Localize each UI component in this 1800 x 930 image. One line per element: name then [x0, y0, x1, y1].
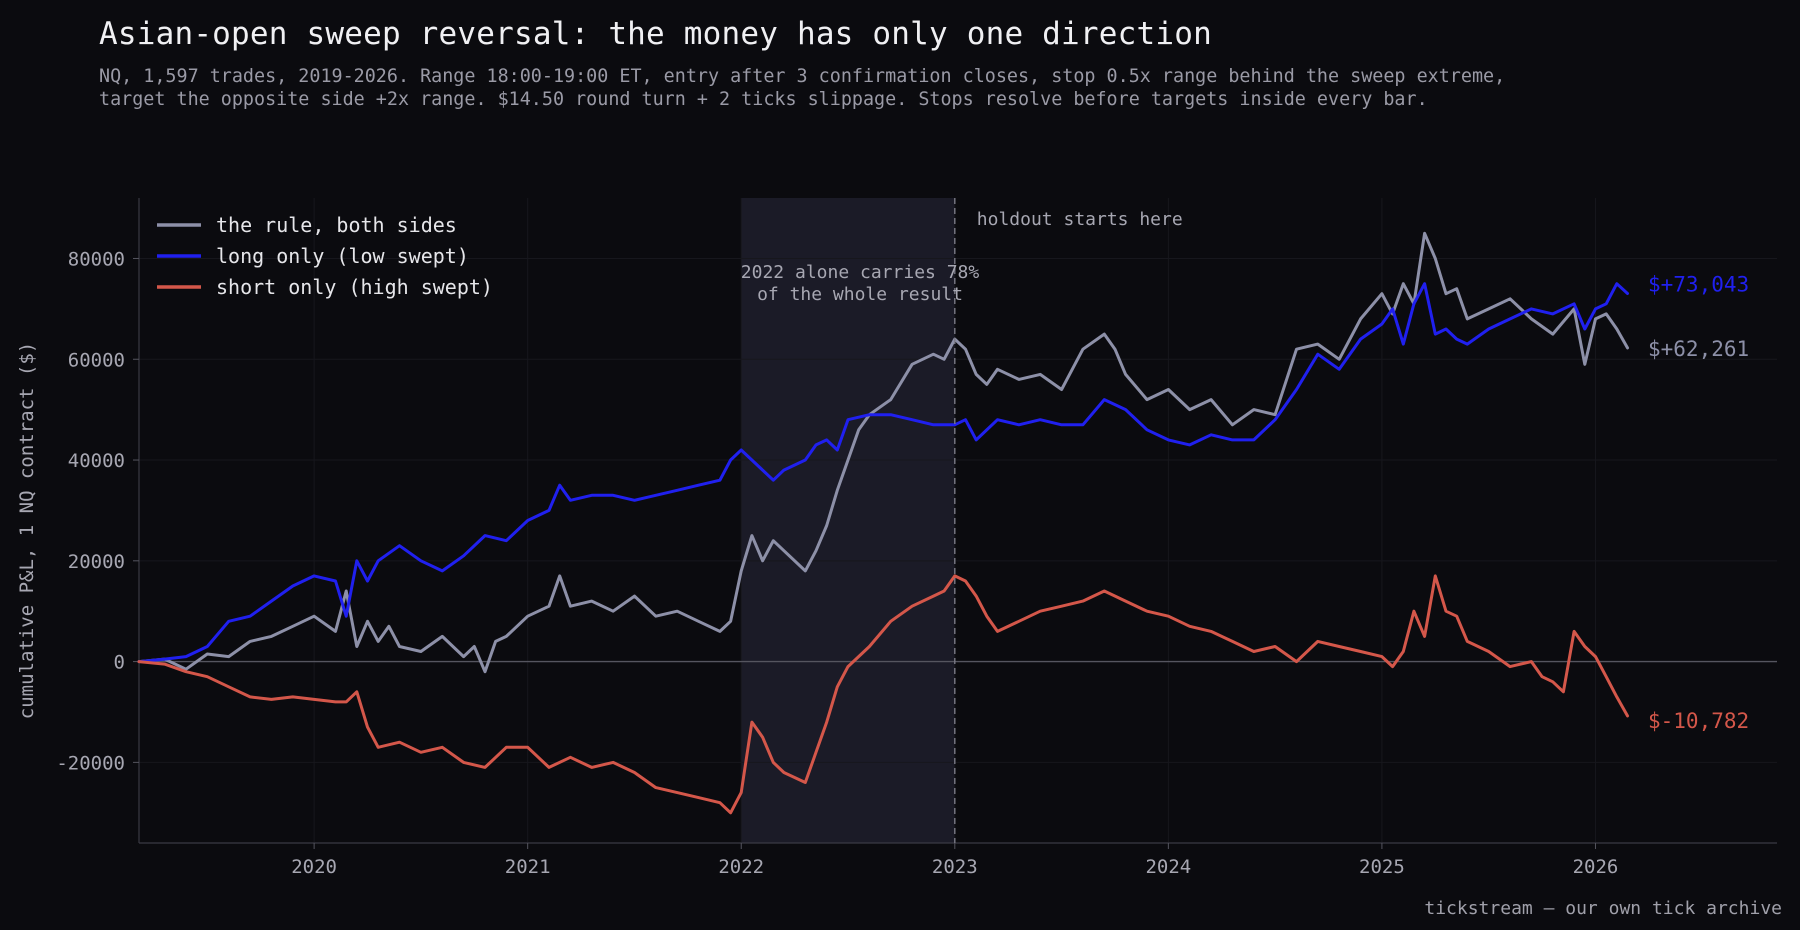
series-layer	[137, 231, 1629, 815]
x-tick-label-2025: 2025	[1359, 856, 1405, 878]
legend-label-3: short only (high swept)	[216, 275, 493, 299]
series-line-3	[137, 574, 1629, 815]
x-tick-label-2026: 2026	[1573, 856, 1619, 878]
x-tick-label-2021: 2021	[505, 856, 551, 878]
subtitle-line-2: target the opposite side +2x range. $14.…	[99, 89, 1428, 110]
y-tick-label-0: 0	[114, 652, 125, 674]
chart-title: Asian-open sweep reversal: the money has…	[99, 16, 1212, 52]
chart-subtitle: NQ, 1,597 trades, 2019-2026. Range 18:00…	[99, 65, 1505, 111]
x-tick-label-2020: 2020	[291, 856, 337, 878]
series-end-label-1: $+62,261	[1648, 337, 1749, 361]
legend: the rule, both sides long only (low swept…	[157, 213, 493, 299]
x-tick-label-2023: 2023	[932, 856, 978, 878]
series-line-2	[137, 282, 1629, 664]
annotation-layer: $+62,261 $+73,043 $-10,782 holdout starts h…	[741, 198, 1749, 843]
region-annotation-line-1: 2022 alone carries 78%	[741, 262, 980, 283]
shaded-region-layer	[741, 198, 955, 843]
legend-label-2: long only (low swept)	[216, 244, 469, 268]
y-tick-label-20000: 20000	[68, 551, 125, 573]
legend-label-1: the rule, both sides	[216, 213, 457, 237]
region-annotation-line-2: of the whole result	[757, 284, 963, 305]
series-end-label-2: $+73,043	[1648, 273, 1749, 297]
y-tick-label--20000: -20000	[56, 752, 125, 774]
holdout-label: holdout starts here	[977, 209, 1183, 230]
y-axis-label: cumulative P&L, 1 NQ contract ($)	[16, 342, 38, 720]
subtitle-line-1: NQ, 1,597 trades, 2019-2026. Range 18:00…	[99, 66, 1506, 87]
shaded-region-2022	[741, 198, 955, 843]
x-tick-label-2024: 2024	[1145, 856, 1191, 878]
axis-layer: 2020 2021 2022 2023 2024 2025 2026 -20000 0 20000…	[16, 198, 1777, 878]
y-tick-label-40000: 40000	[68, 450, 125, 472]
x-tick-label-2022: 2022	[718, 856, 764, 878]
series-end-label-3: $-10,782	[1648, 709, 1749, 733]
y-tick-label-60000: 60000	[68, 349, 125, 371]
y-tick-label-80000: 80000	[68, 248, 125, 270]
footer-credit: tickstream — our own tick archive	[1424, 898, 1782, 919]
